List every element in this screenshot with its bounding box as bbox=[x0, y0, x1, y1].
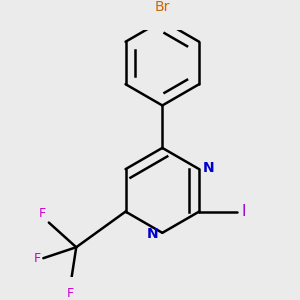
Text: F: F bbox=[39, 207, 46, 220]
Text: F: F bbox=[34, 252, 40, 265]
Text: I: I bbox=[242, 204, 246, 219]
Text: N: N bbox=[147, 227, 158, 241]
Text: N: N bbox=[203, 161, 215, 175]
Text: Br: Br bbox=[154, 0, 170, 14]
Text: F: F bbox=[67, 287, 74, 300]
